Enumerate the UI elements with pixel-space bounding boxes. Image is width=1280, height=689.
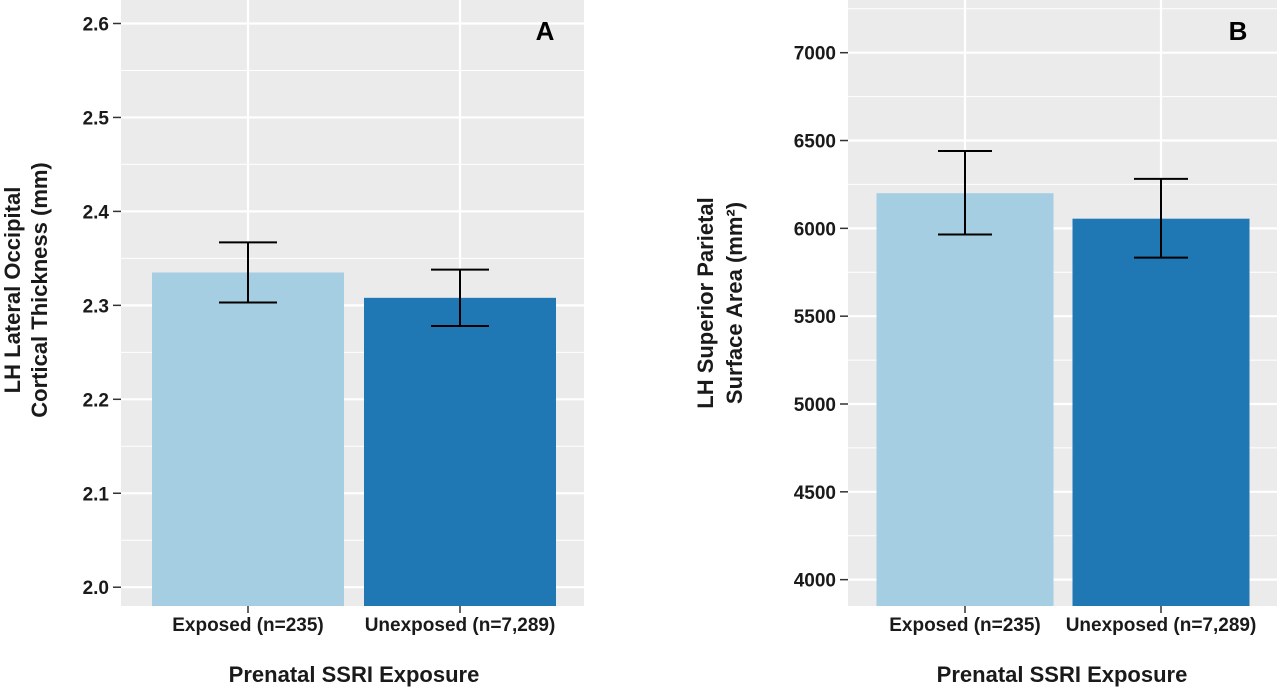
panel-a-letter: A <box>536 16 555 46</box>
panel-b-y-ticks: 4000 4500 5000 5500 6000 6500 7000 <box>794 44 848 592</box>
panel-b-y-tick-label-4: 6000 <box>794 219 836 240</box>
panel-b-error-bars <box>938 150 1188 259</box>
panel-b-y-tick-label-1: 4500 <box>794 483 836 504</box>
panel-b-x-tick-label-0: Exposed (n=235) <box>889 615 1041 636</box>
panel-a-error-bars <box>219 241 489 328</box>
panel-a-x-tick-label-0: Exposed (n=235) <box>172 615 324 636</box>
panel-a-bar-exposed <box>152 272 344 606</box>
panel-b-y-tick-label-3: 5500 <box>794 307 836 328</box>
panel-b-x-ticks: Exposed (n=235) Unexposed (n=7,289) <box>889 606 1256 636</box>
panel-b-x-axis-title: Prenatal SSRI Exposure <box>937 662 1188 687</box>
panel-b-ylabel-line-1: LH Superior Parietal <box>693 197 718 409</box>
panel-a-ylabel-line-1: LH Lateral Occipital <box>0 187 25 394</box>
panel-a-x-axis-title: Prenatal SSRI Exposure <box>229 662 480 687</box>
panel-a-y-tick-label-4: 2.4 <box>83 202 110 223</box>
panel-a-y-tick-label-1: 2.1 <box>83 484 110 505</box>
panel-a-y-tick-label-3: 2.3 <box>83 296 109 317</box>
panel-b-y-tick-label-6: 7000 <box>794 44 836 65</box>
panel-a-y-tick-label-6: 2.6 <box>83 14 109 35</box>
panel-a-bar-unexposed <box>364 297 556 606</box>
panel-a-y-axis-title: LH Lateral Occipital Cortical Thickness … <box>0 162 52 418</box>
panel-b-bar-exposed <box>876 193 1054 606</box>
panel-a-y-tick-label-2: 2.2 <box>83 390 109 411</box>
panel-a-ylabel-line-2: Cortical Thickness (mm) <box>27 162 52 418</box>
panel-b-y-axis-title: LH Superior Parietal Surface Area (mm²) <box>693 197 747 409</box>
panel-a-y-ticks: 2.0 2.1 2.2 2.3 2.4 2.5 2.6 <box>83 14 121 599</box>
panel-b-y-tick-label-0: 4000 <box>794 571 836 592</box>
panel-b-y-tick-label-5: 6500 <box>794 132 836 153</box>
panel-a: 2.0 2.1 2.2 2.3 2.4 2.5 2.6 Exposed (n=235) Une… <box>0 0 584 687</box>
panel-a-bars <box>152 272 556 606</box>
panel-b-ylabel-line-2: Surface Area (mm²) <box>722 202 747 404</box>
panel-b-x-tick-label-1: Unexposed (n=7,289) <box>1066 615 1257 636</box>
panel-b-y-tick-label-2: 5000 <box>794 395 836 416</box>
panel-b: 4000 4500 5000 5500 6000 6500 7000 Exposed (n=… <box>693 0 1277 687</box>
panel-a-y-tick-label-0: 2.0 <box>83 578 109 599</box>
panel-b-bars <box>876 193 1250 606</box>
panel-a-x-ticks: Exposed (n=235) Unexposed (n=7,289) <box>172 606 555 636</box>
panel-a-x-tick-label-1: Unexposed (n=7,289) <box>365 615 556 636</box>
panel-a-y-tick-label-5: 2.5 <box>83 108 110 129</box>
panel-b-letter: B <box>1229 16 1248 46</box>
panel-b-bar-unexposed <box>1072 218 1250 606</box>
